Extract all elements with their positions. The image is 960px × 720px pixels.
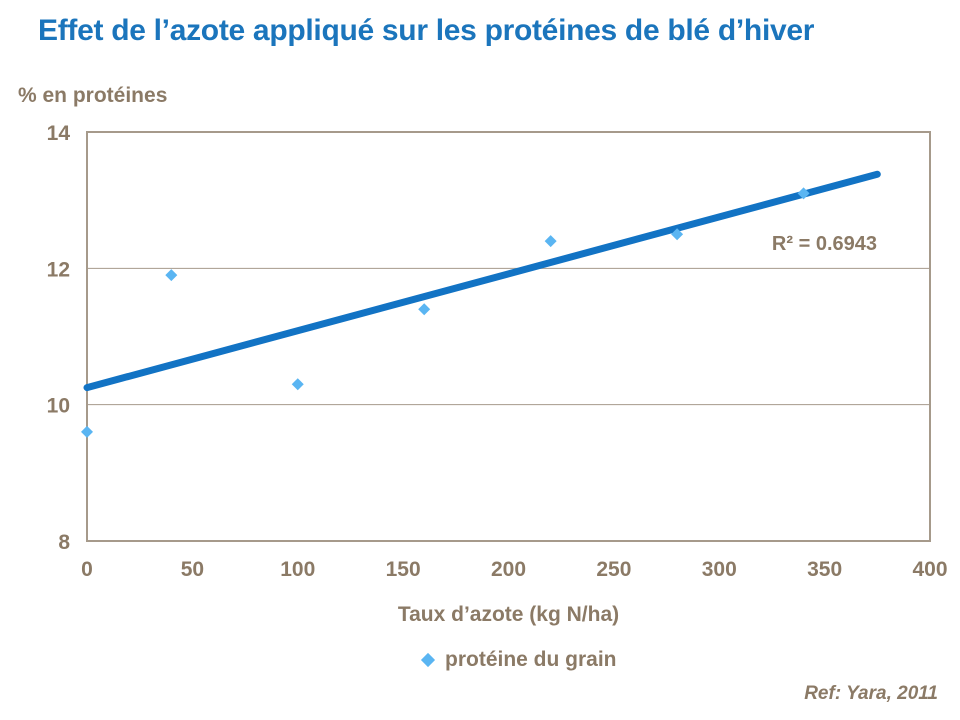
y-axis-title: % en protéines (18, 84, 168, 107)
x-tick-label: 200 (491, 558, 526, 581)
data-point (291, 378, 304, 391)
diamond-marker-icon (420, 652, 436, 668)
y-tick-label: 12 (47, 258, 70, 281)
x-tick-label: 250 (596, 558, 631, 581)
data-point (418, 303, 431, 316)
data-point (671, 228, 684, 241)
legend-series-label: protéine du grain (445, 648, 617, 671)
data-point (544, 235, 557, 248)
data-point (81, 425, 93, 438)
y-tick-label: 10 (47, 395, 70, 418)
reference-note: Ref: Yara, 2011 (804, 683, 938, 704)
x-tick-label: 150 (386, 558, 421, 581)
y-tick-label: 8 (58, 531, 70, 554)
x-axis-title: Taux d’azote (kg N/ha) (397, 603, 620, 626)
chart-plot-area: 8 10 12 14 0 50 100 150 200 250 300 350 400 R² = 0.69… (47, 122, 948, 581)
x-tick-label: 300 (702, 558, 737, 581)
r-squared-label: R² = 0.6943 (772, 233, 877, 255)
y-tick-label: 14 (47, 122, 71, 145)
data-point (165, 269, 178, 282)
x-tick-label: 400 (912, 558, 947, 581)
data-point (797, 187, 810, 200)
x-tick-label: 100 (280, 558, 315, 581)
legend: protéine du grain (420, 648, 617, 672)
x-tick-label: 0 (81, 558, 93, 581)
x-tick-label: 350 (807, 558, 842, 581)
x-tick-label: 50 (181, 558, 204, 581)
trend-line (83, 170, 881, 392)
chart-title: Effet de l’azote appliqué sur les protéi… (38, 14, 815, 47)
plot-border (86, 131, 931, 542)
